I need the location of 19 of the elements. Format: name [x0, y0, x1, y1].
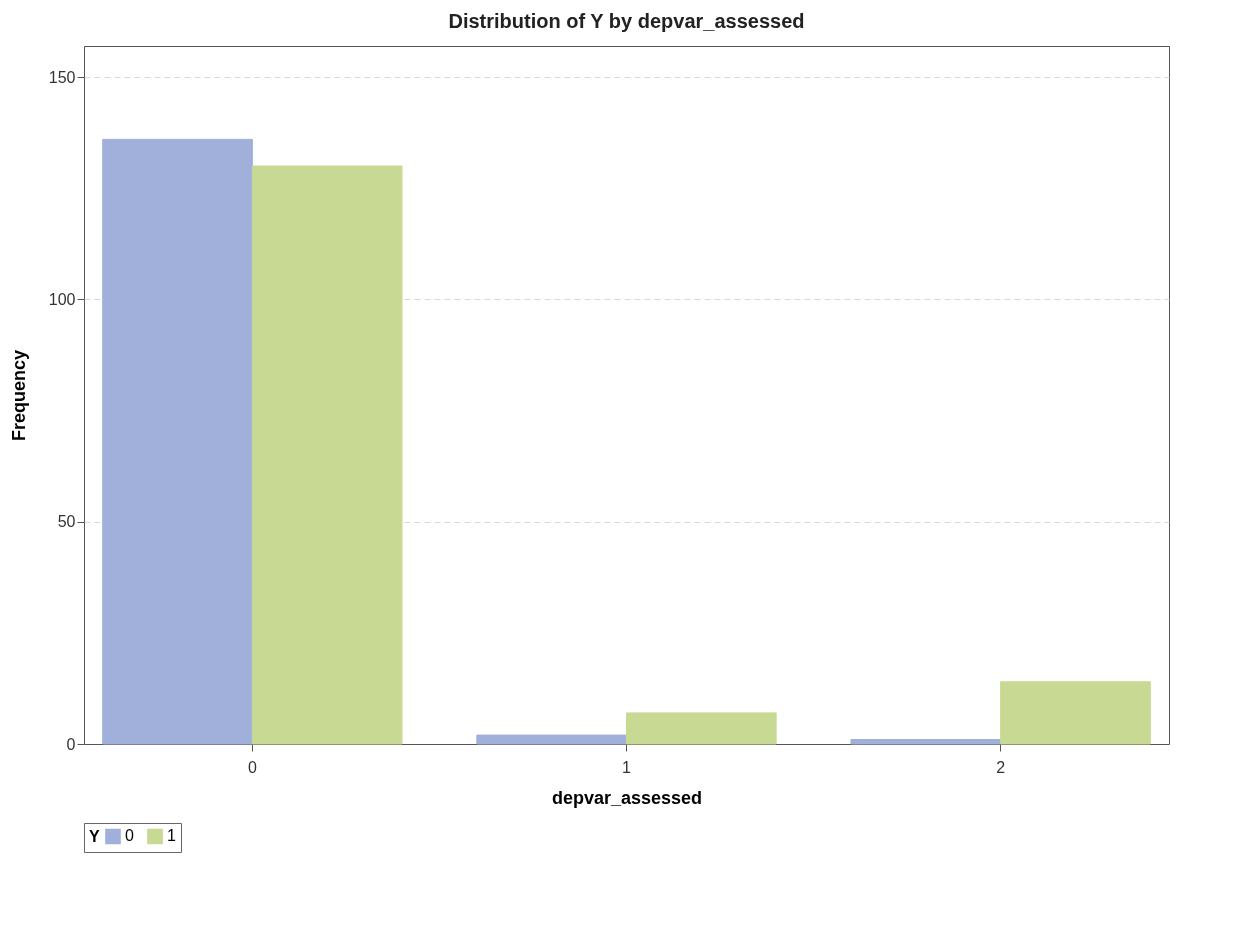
y-axis-title: Frequency [8, 349, 29, 442]
legend-label: 1 [167, 827, 176, 845]
x-axis-title: depvar_assessed [551, 787, 703, 808]
bar [251, 165, 403, 745]
bar [1000, 681, 1151, 745]
y-tick-label: 0 [66, 735, 76, 753]
legend-label: 0 [125, 827, 134, 845]
y-tick-label: 50 [57, 513, 76, 531]
x-tick-label: 2 [996, 758, 1006, 776]
bar [626, 712, 777, 745]
chart-title: Distribution of Y by depvar_assessed [448, 10, 805, 32]
bar [476, 734, 627, 745]
bar [850, 739, 1002, 745]
x-tick-label: 1 [622, 758, 632, 776]
bar [102, 138, 253, 745]
y-tick-label: 100 [48, 290, 76, 308]
legend-title: Y [89, 828, 100, 845]
y-tick-label: 150 [48, 68, 76, 86]
x-tick-label: 0 [247, 758, 257, 776]
